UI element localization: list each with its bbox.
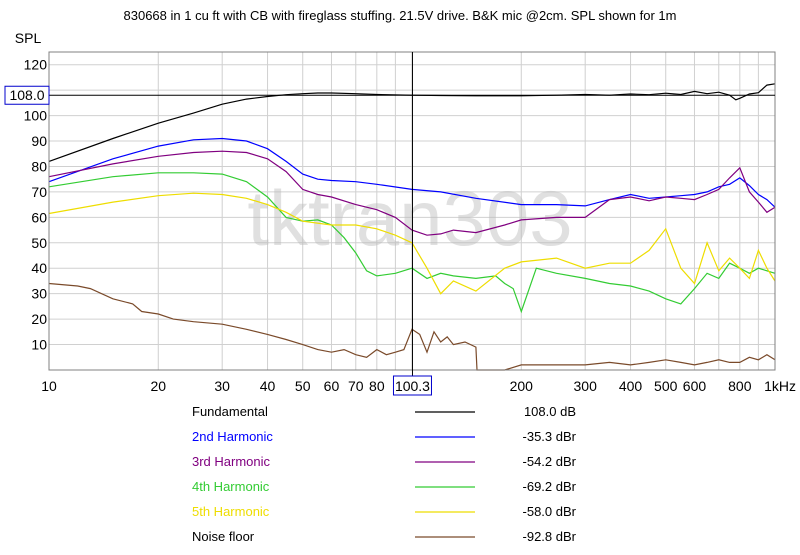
legend-value: -58.0 dBr: [523, 504, 577, 519]
series-line-noise-floor: [48, 282, 776, 371]
y-tick-label: 70: [31, 184, 47, 200]
x-tick-label: 60: [324, 378, 340, 394]
x-tick-label: 70: [348, 378, 364, 394]
cursor-x-box: [392, 375, 432, 396]
legend-name: 4th Harmonic: [192, 479, 270, 494]
legend-value: -69.2 dBr: [523, 479, 577, 494]
x-tick-label: 50: [295, 378, 311, 394]
chart-title: 830668 in 1 cu ft with CB with fireglass…: [124, 8, 677, 23]
y-tick-label: 50: [31, 235, 47, 251]
x-tick-label: 200: [510, 378, 534, 394]
y-tick-label: 10: [31, 337, 47, 353]
legend-value: 108.0 dB: [524, 404, 576, 419]
x-tick-label: 10: [41, 378, 57, 394]
legend-name: 5th Harmonic: [192, 504, 270, 519]
x-tick-label: 40: [260, 378, 276, 394]
y-tick-label: 30: [31, 286, 47, 302]
x-tick-label: 80: [369, 378, 385, 394]
x-axis-ticks: 10 20 30 40 50 60 70 80 200 300 400 500 600 800 1kHz: [41, 378, 796, 394]
legend-value: -35.3 dBr: [523, 429, 577, 444]
series-line-4th-harmonic: [48, 172, 776, 314]
y-tick-label: 20: [31, 311, 47, 327]
legend-name: 3rd Harmonic: [192, 454, 271, 469]
series-group: [48, 83, 776, 371]
legend-name: 2nd Harmonic: [192, 429, 273, 444]
x-tick-label: 800: [728, 378, 752, 394]
x-tick-label: 600: [683, 378, 707, 394]
x-tick-label: 20: [150, 378, 166, 394]
y-tick-label: 60: [31, 209, 47, 225]
series-line-5th-harmonic: [48, 192, 776, 295]
x-tick-label: 1kHz: [764, 378, 796, 394]
x-tick-label: 400: [619, 378, 643, 394]
y-axis-ticks: 120 100 90 80 70 60 50 40 30 20 10: [24, 57, 48, 353]
y-tick-label: 40: [31, 260, 47, 276]
x-tick-label: 30: [214, 378, 230, 394]
cursor[interactable]: 108.0 100.3: [4, 52, 775, 396]
legend-name: Noise floor: [192, 529, 255, 544]
y-tick-label: 100: [24, 108, 48, 124]
y-tick-label: 90: [31, 133, 47, 149]
x-tick-label: 300: [574, 378, 598, 394]
series-line-2nd-harmonic: [48, 137, 776, 208]
series-line-3rd-harmonic: [48, 150, 776, 236]
y-axis-label: SPL: [15, 30, 42, 46]
y-tick-label: 120: [24, 57, 48, 73]
cursor-x-label: 100.3: [395, 378, 430, 394]
cursor-y-box: [4, 85, 50, 105]
y-tick-label: 80: [31, 158, 47, 174]
x-tick-label: 500: [654, 378, 678, 394]
legend-value: -92.8 dBr: [523, 529, 577, 544]
legend-value: -54.2 dBr: [523, 454, 577, 469]
legend: Fundamental 108.0 dB 2nd Harmonic -35.3 dBr…: [192, 404, 577, 544]
cursor-y-label: 108.0: [9, 87, 44, 103]
legend-name: Fundamental: [192, 404, 268, 419]
